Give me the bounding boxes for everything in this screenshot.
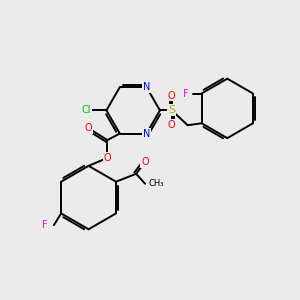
Text: O: O bbox=[168, 120, 176, 130]
Text: O: O bbox=[168, 91, 176, 100]
Text: N: N bbox=[143, 128, 150, 139]
Text: S: S bbox=[168, 105, 175, 116]
Text: F: F bbox=[42, 220, 48, 230]
Text: O: O bbox=[85, 123, 92, 133]
Text: O: O bbox=[141, 157, 149, 167]
Text: CH₃: CH₃ bbox=[148, 179, 164, 188]
Text: Cl: Cl bbox=[82, 105, 91, 116]
Text: O: O bbox=[103, 153, 111, 163]
Text: F: F bbox=[183, 88, 188, 98]
Text: N: N bbox=[143, 82, 150, 92]
